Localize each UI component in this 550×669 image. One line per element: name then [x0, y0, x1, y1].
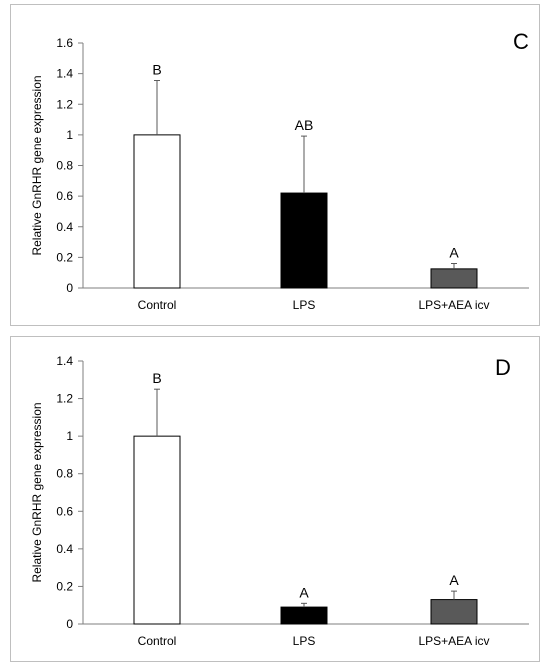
category-label-d-1: LPS [293, 634, 316, 648]
y-tick-label-d: 0.6 [56, 504, 73, 518]
category-label-c-0: Control [138, 298, 177, 312]
panel-label-c: C [513, 29, 529, 54]
significance-label-d-0: B [152, 370, 161, 386]
y-tick-label-c: 1.4 [56, 67, 73, 81]
bar-c-1 [280, 192, 328, 289]
y-axis-label-d: Relative GnRHR gene expression [30, 402, 44, 582]
significance-label-c-2: A [449, 245, 459, 261]
chart-panel-d: 0 0.2 0.4 0.6 0.8 1 1.2 1.4 Relative GnRHR gene … [10, 336, 540, 662]
significance-label-c-1: AB [295, 117, 314, 133]
bar-d-1 [280, 606, 328, 625]
y-tick-label-c: 0.8 [56, 159, 73, 173]
y-axis-label-c: Relative GnRHR gene expression [30, 75, 44, 255]
significance-label-d-2: A [449, 572, 459, 588]
y-tick-label-c: 1.6 [56, 36, 73, 50]
bar-chart-d: 0 0.2 0.4 0.6 0.8 1 1.2 1.4 Relative GnRHR gene … [30, 354, 529, 648]
bar-c-2 [430, 268, 478, 289]
category-label-c-1: LPS [293, 298, 316, 312]
y-tick-label-d: 0.8 [56, 467, 73, 481]
chart-panel-c: 0 0.2 0.4 0.6 0.8 1 1.2 1.4 1.6 Relative GnRHR ge… [10, 4, 540, 326]
y-tick-label-d: 0 [66, 617, 73, 631]
y-tick-label-c: 1.2 [56, 97, 73, 111]
y-tick-label-d: 1 [66, 429, 73, 443]
category-label-c-2: LPS+AEA icv [418, 298, 489, 312]
y-tick-label-c: 1 [66, 128, 73, 142]
bar-d-0 [133, 435, 181, 625]
y-tick-label-c: 0 [66, 281, 73, 295]
y-tick-label-d: 0.4 [56, 542, 73, 556]
y-tick-label-d: 0.2 [56, 579, 73, 593]
category-label-d-2: LPS+AEA icv [418, 634, 489, 648]
y-tick-label-c: 0.6 [56, 189, 73, 203]
significance-label-d-1: A [299, 584, 309, 600]
y-tick-label-c: 0.4 [56, 220, 73, 234]
panel-label-d: D [495, 355, 511, 380]
y-tick-label-d: 1.2 [56, 392, 73, 406]
bar-chart-c: 0 0.2 0.4 0.6 0.8 1 1.2 1.4 1.6 Relative GnRHR ge… [30, 29, 529, 312]
category-label-d-0: Control [138, 634, 177, 648]
significance-label-c-0: B [152, 62, 161, 78]
y-tick-label-d: 1.4 [56, 354, 73, 368]
bar-d-2 [430, 599, 478, 625]
y-tick-label-c: 0.2 [56, 250, 73, 264]
bar-c-0 [133, 134, 181, 289]
